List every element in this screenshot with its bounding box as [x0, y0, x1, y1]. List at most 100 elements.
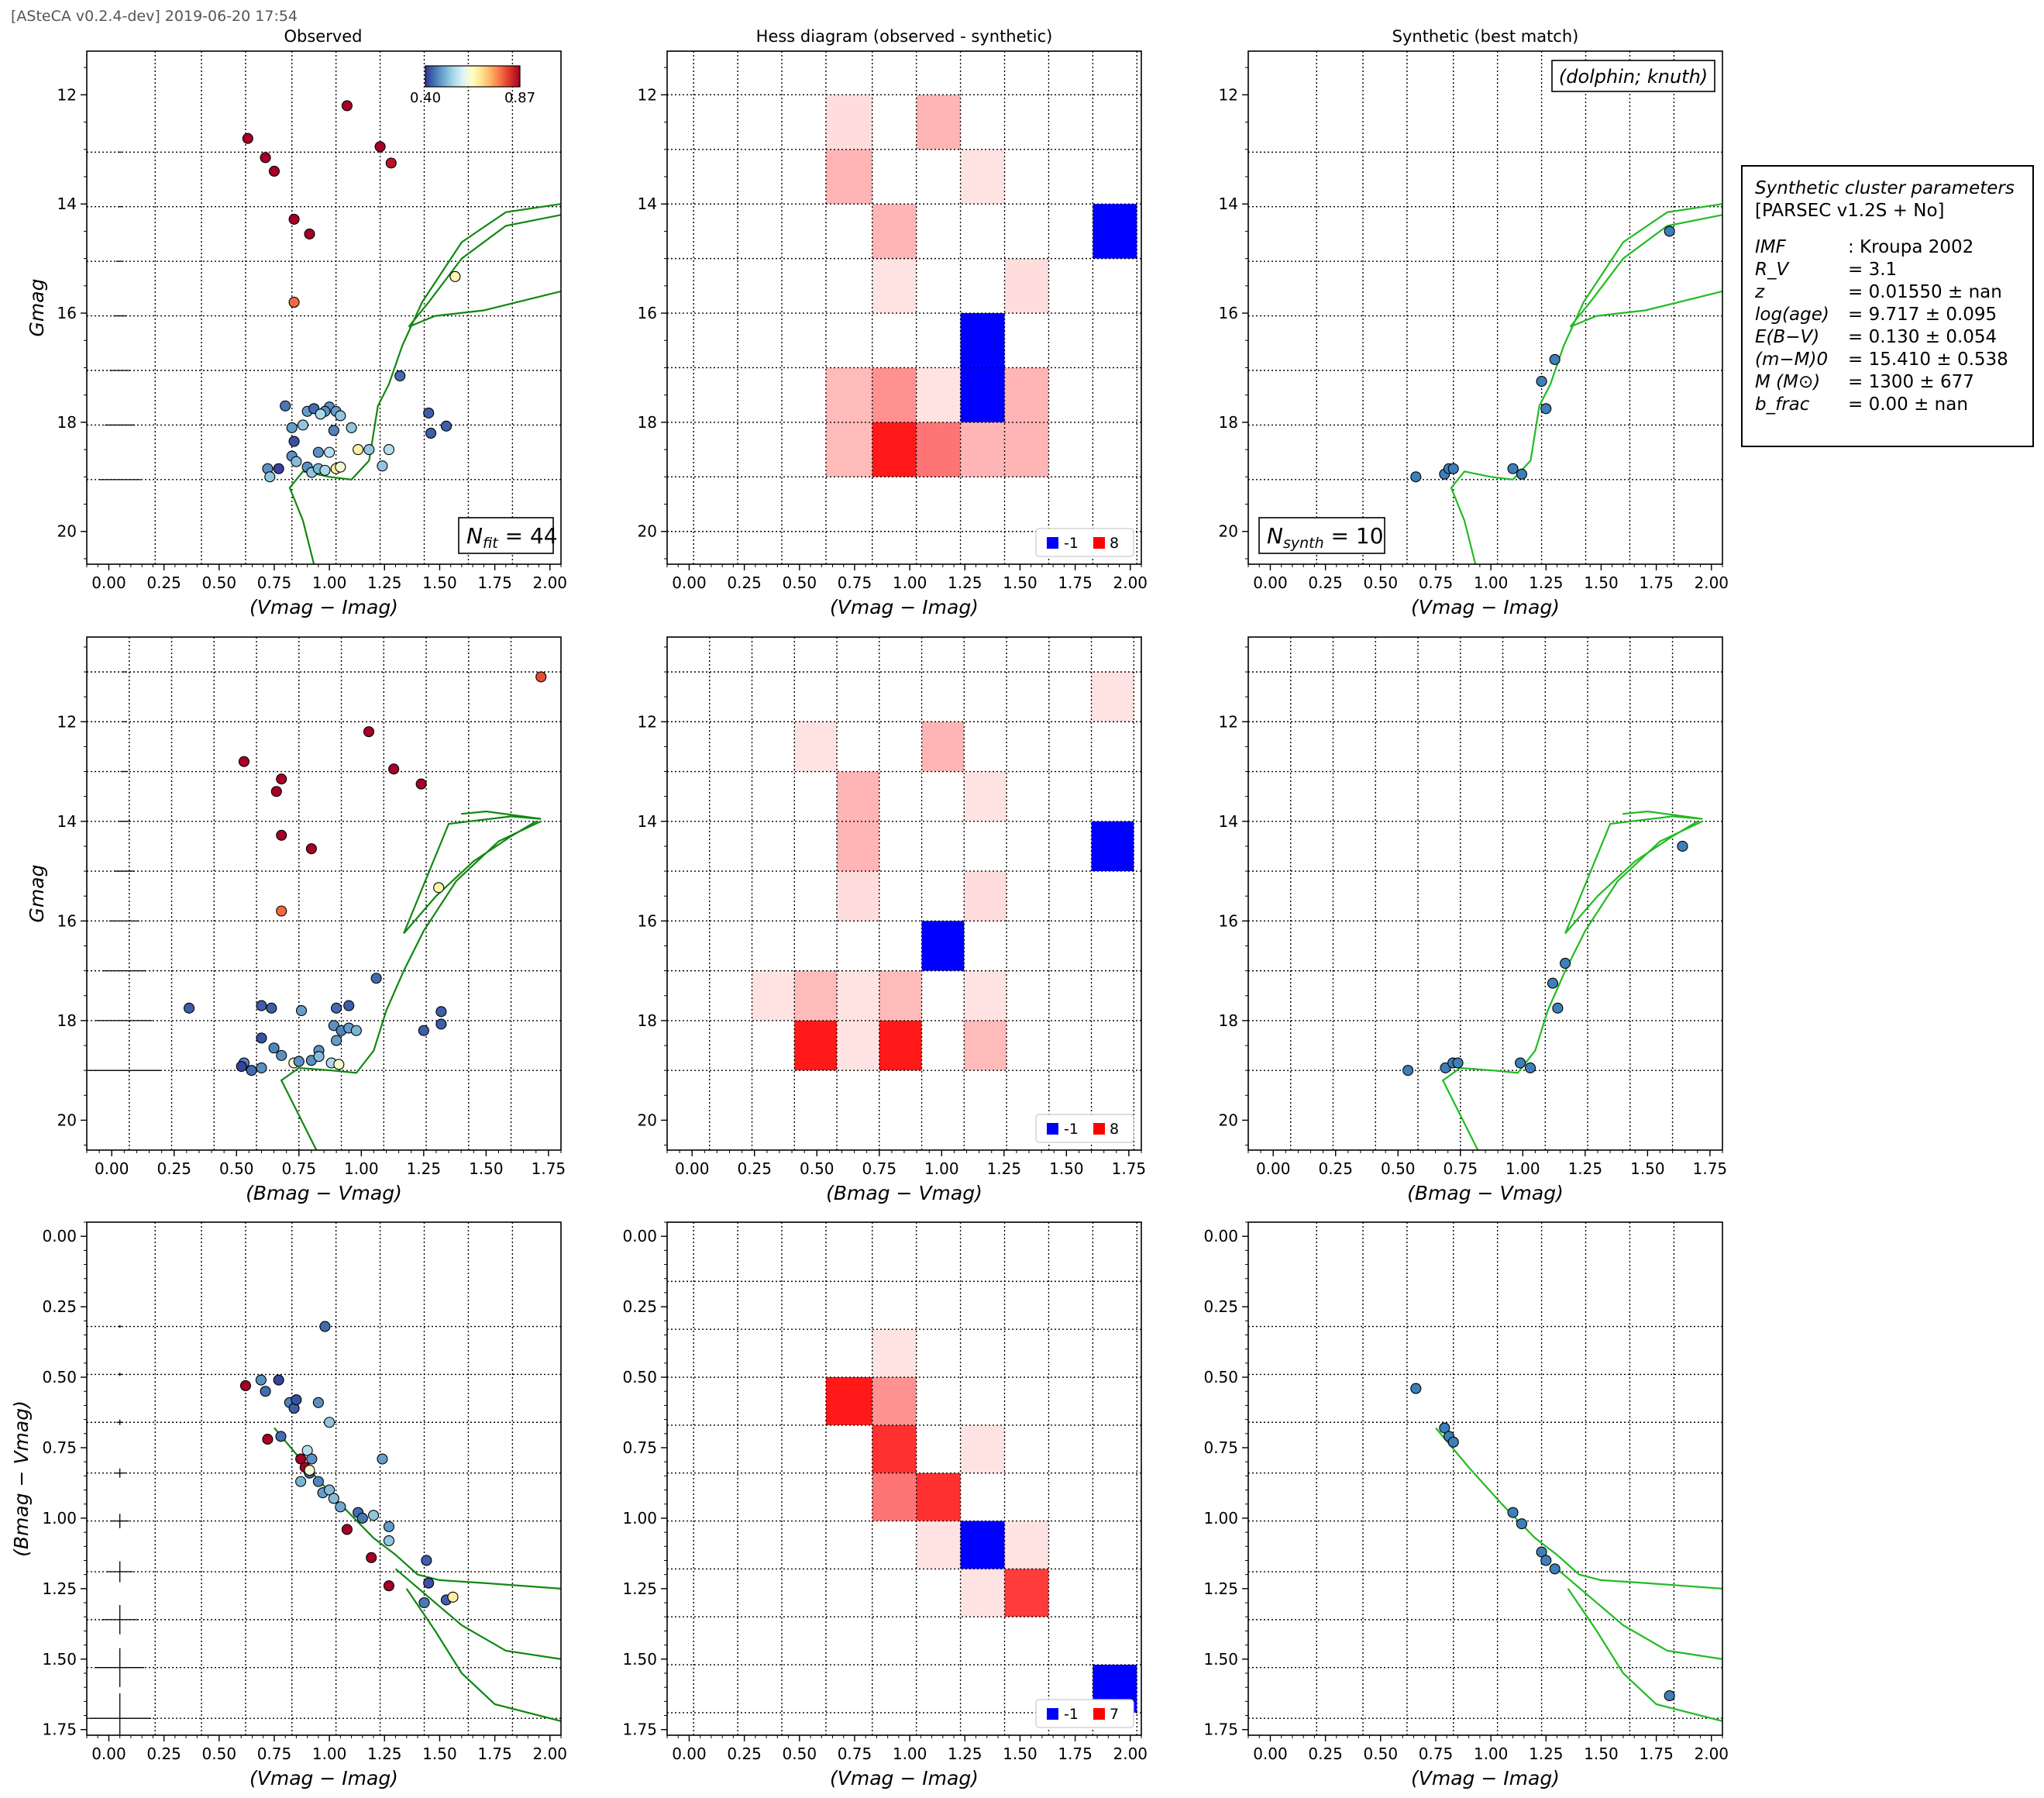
params-row: IMF: Kroupa 2002 — [1755, 236, 2020, 259]
x-tick-label: 1.00 — [893, 574, 927, 592]
star-point — [239, 1380, 251, 1392]
x-tick-label: 1.75 — [532, 1159, 566, 1178]
isochrone-line — [1570, 290, 1722, 328]
param-key: E(B−V) — [1755, 327, 1820, 347]
star-point — [260, 152, 271, 164]
x-tick-label: 1.50 — [1049, 1159, 1084, 1178]
params-row: b_frac = 0.00 ± nan — [1755, 394, 2020, 416]
y-tick-label: 16 — [57, 304, 77, 322]
y-tick-label: 20 — [638, 1111, 657, 1129]
x-tick-label: 1.00 — [312, 1745, 347, 1763]
star-point — [377, 1453, 388, 1465]
star-point — [331, 1002, 342, 1014]
hess-cell — [879, 970, 922, 1021]
isochrone-line — [394, 1568, 561, 1660]
star-point — [295, 1453, 307, 1465]
y-tick-label: 1.25 — [622, 1579, 657, 1598]
isochrone-line — [1564, 810, 1703, 934]
x-tick-label: 0.75 — [1419, 574, 1454, 592]
hess-cell — [837, 771, 879, 822]
star-point — [1664, 1690, 1675, 1702]
x-tick-label: 0.25 — [1318, 1159, 1353, 1178]
panel-hess-vi-bv: 0.00 0.25 0.50 0.75 1.00 1.25 1.50 1.75 2.00 0.00… — [622, 1221, 1148, 1789]
star-point — [276, 773, 287, 785]
y-tick-label: 18 — [1219, 413, 1238, 432]
star-point — [262, 1434, 274, 1445]
param-value: = 15.410 ± 0.538 — [1848, 350, 2008, 370]
hess-cell — [960, 422, 1005, 477]
hess-cell — [1004, 422, 1049, 477]
star-point — [315, 408, 326, 420]
plot-frame — [1247, 1221, 1723, 1736]
star-point — [423, 1577, 435, 1589]
hess-cell — [1091, 671, 1134, 722]
x-tick-label: 0.50 — [202, 1745, 237, 1763]
star-point — [1440, 1062, 1451, 1074]
params-row: z = 0.01550 ± nan — [1755, 281, 2020, 304]
x-tick-label: 0.00 — [1253, 1745, 1288, 1763]
y-tick-label: 1.75 — [42, 1720, 77, 1739]
x-tick-label: 2.00 — [533, 1745, 568, 1763]
x-tick-label: 0.25 — [157, 1159, 191, 1178]
star-point — [288, 436, 300, 447]
legend-swatch-positive — [1093, 1708, 1105, 1720]
x-tick-label: 1.25 — [367, 574, 402, 592]
plot-content — [667, 637, 1141, 1150]
star-point — [324, 1484, 336, 1496]
hess-cell — [837, 871, 879, 921]
plot-content — [87, 637, 561, 1150]
x-tick-label: 1.75 — [477, 1745, 512, 1763]
hess-cell — [1004, 1569, 1049, 1617]
n-fit-label: Nfit = 44 — [466, 523, 558, 552]
x-tick-label: 1.50 — [422, 1745, 457, 1763]
x-tick-label: 1.25 — [948, 1745, 982, 1763]
star-point — [312, 446, 324, 458]
plot-content — [1248, 51, 1722, 564]
params-row: (m−M)0 = 15.410 ± 0.538 — [1755, 349, 2020, 371]
legend-swatch-positive — [1093, 537, 1105, 549]
method-box — [1551, 60, 1715, 92]
star-point — [260, 1386, 271, 1397]
plot-area — [1248, 637, 1722, 1150]
x-tick-label: 1.25 — [407, 1159, 442, 1178]
y-tick-label: 1.75 — [622, 1720, 657, 1739]
x-tick-label: 1.50 — [1584, 574, 1619, 592]
x-tick-label: 1.00 — [893, 1745, 927, 1763]
params-title: Synthetic cluster parameters — [1755, 178, 2015, 198]
y-tick-label: 12 — [57, 712, 77, 731]
star-point — [383, 1534, 395, 1547]
star-point — [328, 425, 339, 436]
hess-cell — [872, 1377, 917, 1425]
star-point — [435, 1018, 447, 1030]
y-tick-label: 14 — [638, 195, 657, 213]
star-point — [423, 407, 435, 418]
hess-cell — [872, 367, 917, 422]
star-point — [418, 1025, 429, 1036]
y-tick-label: 16 — [1219, 911, 1238, 930]
x-tick-label: 1.00 — [1474, 1745, 1509, 1763]
star-point — [305, 843, 317, 855]
star-point — [246, 1065, 257, 1076]
y-tick-label: 16 — [638, 304, 657, 322]
param-key: (m−M)0 — [1755, 350, 1829, 370]
star-point — [383, 444, 395, 456]
plot-content — [1248, 1222, 1722, 1735]
star-point — [1547, 977, 1559, 989]
star-point — [335, 410, 346, 422]
star-point — [1439, 1422, 1450, 1434]
hess-cell — [960, 1521, 1005, 1569]
n-fit-box — [458, 517, 554, 554]
grid-lines — [1248, 637, 1722, 1150]
hess-cell — [825, 149, 872, 205]
star-point — [1540, 1555, 1552, 1566]
plot-area — [1248, 51, 1722, 564]
star-point — [356, 1512, 368, 1524]
legend-label-negative: -1 — [1064, 535, 1079, 552]
star-point — [256, 1032, 267, 1044]
params-row: log(age) = 9.717 ± 0.095 — [1755, 304, 2020, 326]
x-tick-label: 0.75 — [257, 574, 292, 592]
x-tick-label: 2.00 — [1695, 574, 1729, 592]
star-point — [1664, 226, 1675, 237]
y-tick-label: 18 — [57, 1011, 77, 1030]
star-point — [291, 1394, 302, 1406]
